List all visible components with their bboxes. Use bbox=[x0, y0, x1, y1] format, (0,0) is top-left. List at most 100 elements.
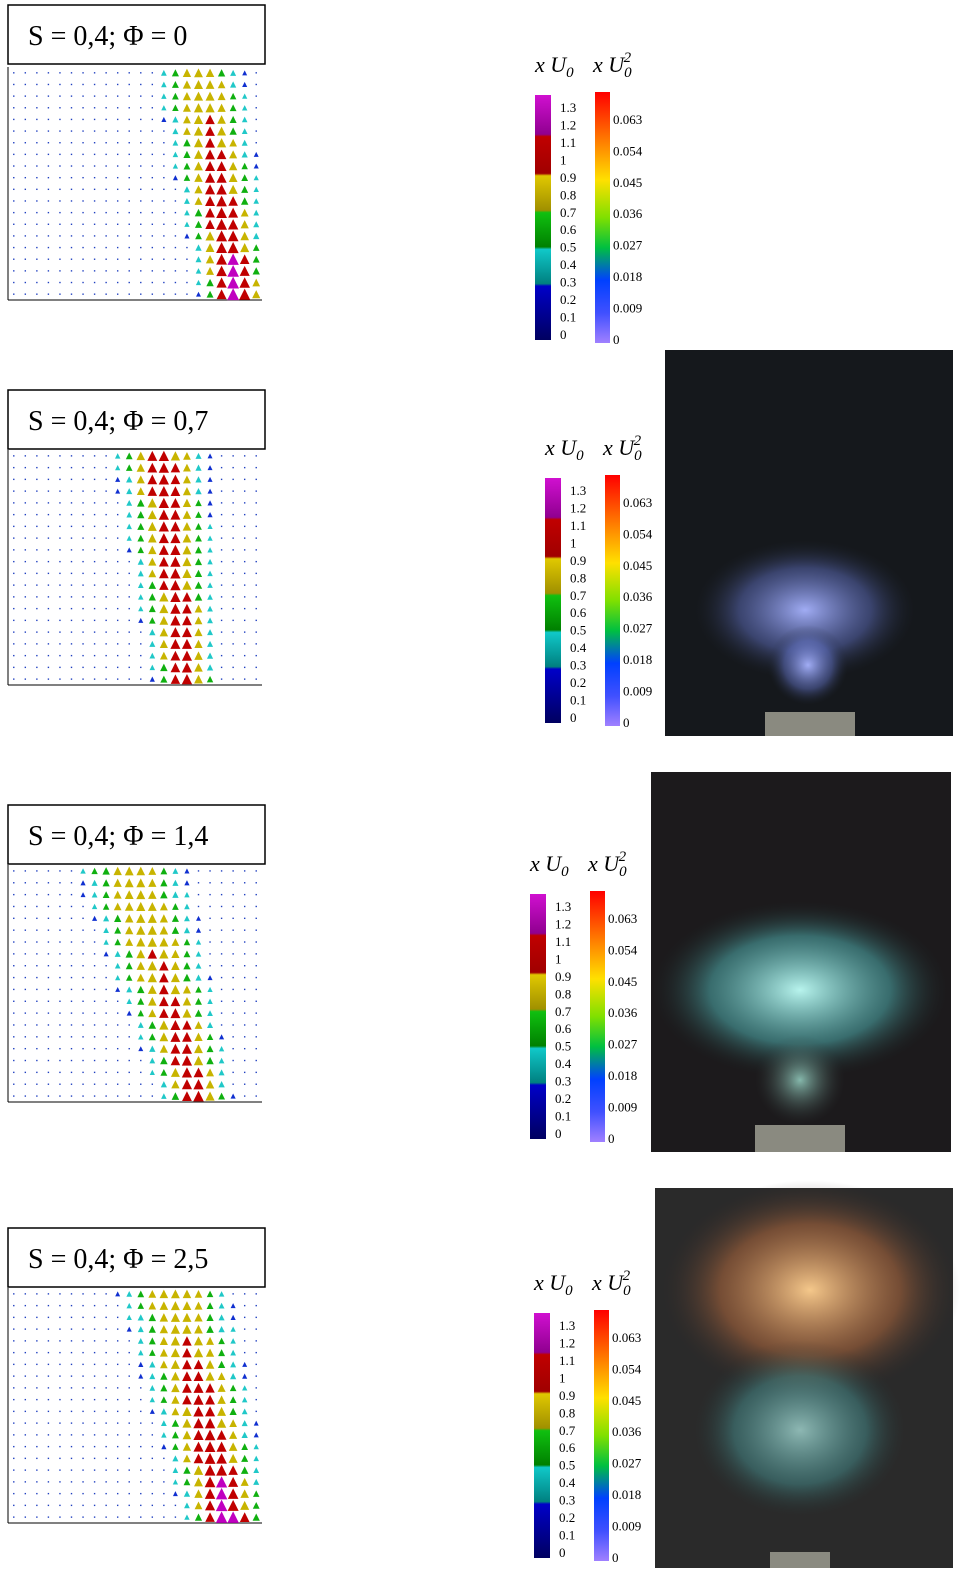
vector bbox=[71, 467, 72, 468]
vector bbox=[105, 1516, 106, 1517]
vector bbox=[114, 903, 122, 911]
vector bbox=[198, 894, 199, 895]
vector bbox=[163, 142, 164, 143]
vector bbox=[182, 1091, 192, 1101]
vector bbox=[216, 1442, 226, 1452]
label-sub: 0 bbox=[619, 864, 627, 880]
vector bbox=[137, 523, 144, 530]
vector bbox=[25, 130, 26, 131]
vector bbox=[82, 293, 83, 294]
vector bbox=[71, 165, 72, 166]
vector bbox=[105, 1328, 106, 1329]
vector bbox=[241, 1455, 248, 1462]
flame-photo bbox=[655, 1180, 960, 1568]
vector bbox=[36, 667, 37, 668]
vector bbox=[25, 1305, 26, 1306]
vector bbox=[140, 224, 141, 225]
vector bbox=[82, 1387, 83, 1388]
vector bbox=[182, 627, 192, 637]
vector bbox=[94, 479, 95, 480]
vector bbox=[221, 882, 222, 883]
vector bbox=[240, 1501, 249, 1510]
vector bbox=[82, 1036, 83, 1037]
vector bbox=[94, 1352, 95, 1353]
vector bbox=[59, 247, 60, 248]
label-sup: 2 bbox=[634, 433, 642, 449]
vector bbox=[115, 1291, 120, 1296]
vector bbox=[138, 618, 143, 623]
vector bbox=[59, 537, 60, 538]
tick-label: 1.1 bbox=[560, 135, 576, 150]
tick-label: 0.009 bbox=[613, 300, 642, 315]
vector bbox=[117, 1458, 118, 1459]
vector bbox=[221, 655, 222, 656]
vector bbox=[36, 655, 37, 656]
vector bbox=[71, 1305, 72, 1306]
vector bbox=[48, 1328, 49, 1329]
tick-label: 0.1 bbox=[559, 1528, 575, 1543]
vector bbox=[25, 1446, 26, 1447]
vector bbox=[182, 580, 191, 589]
vector bbox=[149, 617, 156, 624]
vector bbox=[59, 989, 60, 990]
vector bbox=[198, 882, 199, 883]
vector bbox=[71, 953, 72, 954]
vector bbox=[221, 479, 222, 480]
vector bbox=[207, 571, 212, 576]
vector bbox=[195, 605, 203, 613]
tick-label: 0.9 bbox=[560, 170, 576, 185]
vector bbox=[36, 490, 37, 491]
vector bbox=[117, 224, 118, 225]
vector bbox=[256, 929, 257, 930]
vector bbox=[241, 174, 248, 181]
vector bbox=[25, 212, 26, 213]
vector bbox=[175, 189, 176, 190]
vector bbox=[138, 1314, 144, 1320]
vector bbox=[149, 641, 155, 647]
vector bbox=[205, 1453, 216, 1464]
vector bbox=[221, 941, 222, 942]
vector bbox=[221, 455, 222, 456]
vector bbox=[256, 502, 257, 503]
vector bbox=[59, 906, 60, 907]
vector bbox=[13, 84, 14, 85]
vector bbox=[171, 1372, 180, 1381]
vector bbox=[207, 1291, 214, 1298]
vector bbox=[160, 1045, 168, 1053]
vector bbox=[25, 596, 26, 597]
vector bbox=[205, 138, 215, 148]
vector bbox=[171, 1384, 179, 1392]
vector bbox=[71, 84, 72, 85]
vector bbox=[36, 1305, 37, 1306]
vector bbox=[170, 592, 180, 602]
vector bbox=[140, 84, 141, 85]
vector bbox=[216, 242, 227, 253]
vector bbox=[206, 1080, 215, 1089]
vector bbox=[232, 479, 233, 480]
vector bbox=[48, 953, 49, 954]
vector bbox=[48, 282, 49, 283]
vector bbox=[59, 1352, 60, 1353]
vector bbox=[207, 500, 212, 505]
vector bbox=[59, 655, 60, 656]
vector bbox=[129, 95, 130, 96]
vector bbox=[256, 894, 257, 895]
vector bbox=[13, 479, 14, 480]
vector bbox=[36, 1340, 37, 1341]
vector bbox=[114, 879, 122, 887]
vector bbox=[48, 142, 49, 143]
vector bbox=[171, 961, 180, 970]
vector bbox=[59, 1024, 60, 1025]
vector bbox=[59, 1411, 60, 1412]
vector bbox=[140, 643, 141, 644]
tick-label: 0 bbox=[560, 327, 567, 342]
vector bbox=[163, 212, 164, 213]
vector bbox=[13, 1516, 14, 1517]
vector bbox=[182, 662, 192, 672]
vector bbox=[94, 282, 95, 283]
vector bbox=[13, 1364, 14, 1365]
vector bbox=[13, 631, 14, 632]
vector bbox=[71, 189, 72, 190]
vector bbox=[48, 165, 49, 166]
vector bbox=[117, 1434, 118, 1435]
